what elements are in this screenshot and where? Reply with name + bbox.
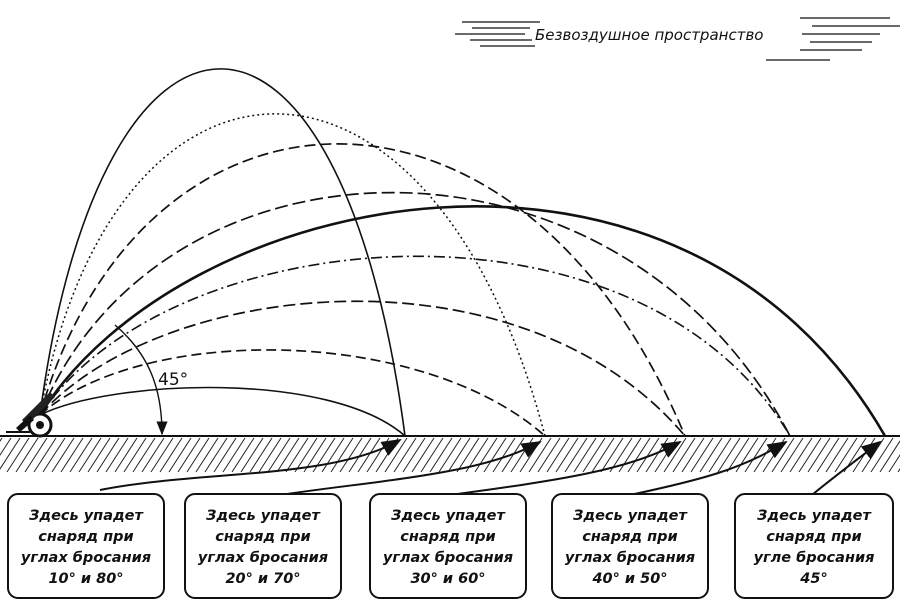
box-5-line-3: угле бросания xyxy=(754,550,875,566)
title-hatching xyxy=(455,17,900,61)
pointer-arrow-2 xyxy=(279,441,542,496)
trajectory-70deg xyxy=(39,113,546,437)
trajectory-45deg xyxy=(38,205,887,437)
trajectories xyxy=(38,68,887,437)
box-3-line-1: Здесь упадет xyxy=(391,508,506,524)
angle-indicator: 45° xyxy=(114,324,188,436)
box-1-line-1: Здесь упадет xyxy=(29,508,144,524)
box-4-line-1: Здесь упадет xyxy=(573,508,688,524)
pointer-arrow-3 xyxy=(449,441,682,496)
pointer-arrow-5 xyxy=(811,440,882,496)
box-4-line-2: снаряд при xyxy=(582,529,677,545)
box-3-line-3: углах бросания xyxy=(383,550,513,566)
trajectory-20deg xyxy=(39,349,546,437)
box-1-line-3: углах бросания xyxy=(21,550,151,566)
box-2-line-4: 20° и 70° xyxy=(225,571,300,587)
angle-label: 45° xyxy=(158,370,188,390)
box-4-line-3: углах бросания xyxy=(565,550,695,566)
box-2-line-3: углах бросания xyxy=(198,550,328,566)
box-1-line-4: 10° и 80° xyxy=(48,571,123,587)
box-5-line-4: 45° xyxy=(799,571,827,587)
pointer-arrow-4 xyxy=(629,440,788,496)
trajectory-10deg xyxy=(39,386,406,437)
annotation-box-2: Здесь упадет снаряд при углах бросания 2… xyxy=(184,493,342,599)
box-1-line-2: снаряд при xyxy=(38,529,133,545)
box-5-line-2: снаряд при xyxy=(766,529,861,545)
annotation-boxes: Здесь упадет снаряд при углах бросания 1… xyxy=(7,493,894,599)
trajectory-80deg xyxy=(39,68,406,437)
annotation-box-5: Здесь упадет снаряд при угле бросания 45… xyxy=(734,493,894,599)
annotation-box-4: Здесь упадет снаряд при углах бросания 4… xyxy=(551,493,709,599)
box-5-line-1: Здесь упадет xyxy=(757,508,872,524)
pointer-arrow-1 xyxy=(99,439,402,491)
trajectory-60deg xyxy=(39,143,686,437)
trajectory-30deg xyxy=(39,300,686,437)
trajectory-40deg xyxy=(39,255,791,437)
cannon-icon xyxy=(6,392,55,438)
box-4-line-4: 40° и 50° xyxy=(591,571,667,587)
box-2-line-2: снаряд при xyxy=(215,529,310,545)
page-title: Безвоздушное пространство xyxy=(535,26,763,44)
annotation-box-1: Здесь упадет снаряд при углах бросания 1… xyxy=(7,493,165,599)
trajectory-50deg xyxy=(39,191,791,437)
box-3-line-4: 30° и 60° xyxy=(410,571,485,587)
box-2-line-1: Здесь упадет xyxy=(206,508,321,524)
box-3-line-2: снаряд при xyxy=(400,529,495,545)
pointer-arrows xyxy=(99,439,882,496)
annotation-box-3: Здесь упадет снаряд при углах бросания 3… xyxy=(369,493,527,599)
